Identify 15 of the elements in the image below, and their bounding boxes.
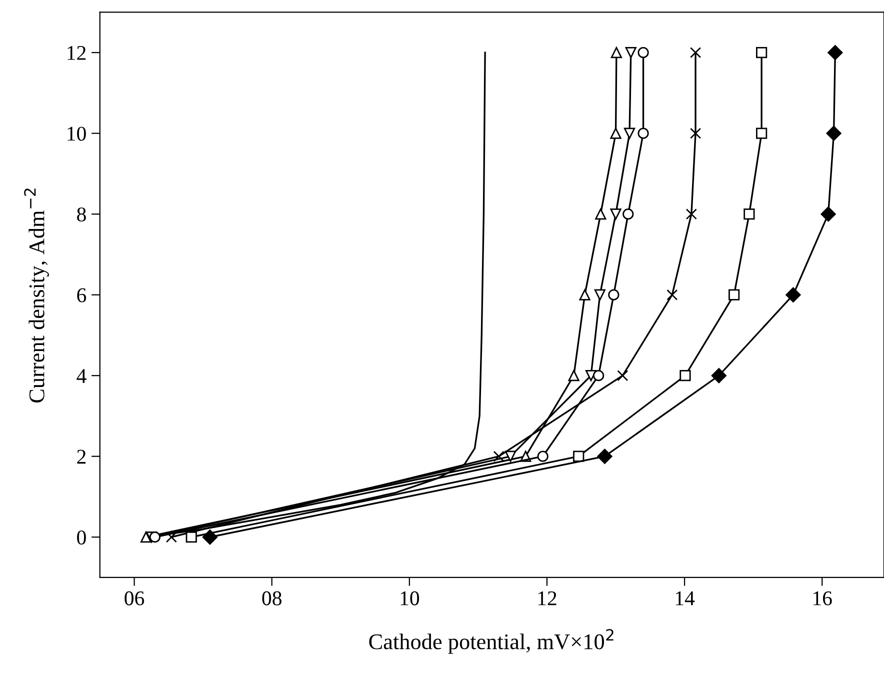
x-tick-label: 14 <box>676 591 695 606</box>
x-tick-label: 12 <box>538 591 556 606</box>
y-tick-label: 4 <box>76 369 86 383</box>
y-axis-title: Current density, Adm$^{−2}$ <box>24 188 49 402</box>
y-tick-label: 0 <box>77 530 86 545</box>
x-axis-title: Cathode potential, mV×10$^{2}$ <box>369 629 614 654</box>
x-tick-label: 10 <box>400 591 420 606</box>
x-tick-label: 16 <box>814 591 832 606</box>
x-tick-label: 06 <box>124 591 144 606</box>
x-tick-label: 08 <box>262 591 282 606</box>
y-tick-label: 8 <box>77 207 86 222</box>
y-tick-label: 10 <box>68 126 86 141</box>
y-tick-label: 2 <box>77 450 86 464</box>
y-tick-label: 12 <box>68 46 86 60</box>
y-tick-label: 6 <box>77 288 86 302</box>
